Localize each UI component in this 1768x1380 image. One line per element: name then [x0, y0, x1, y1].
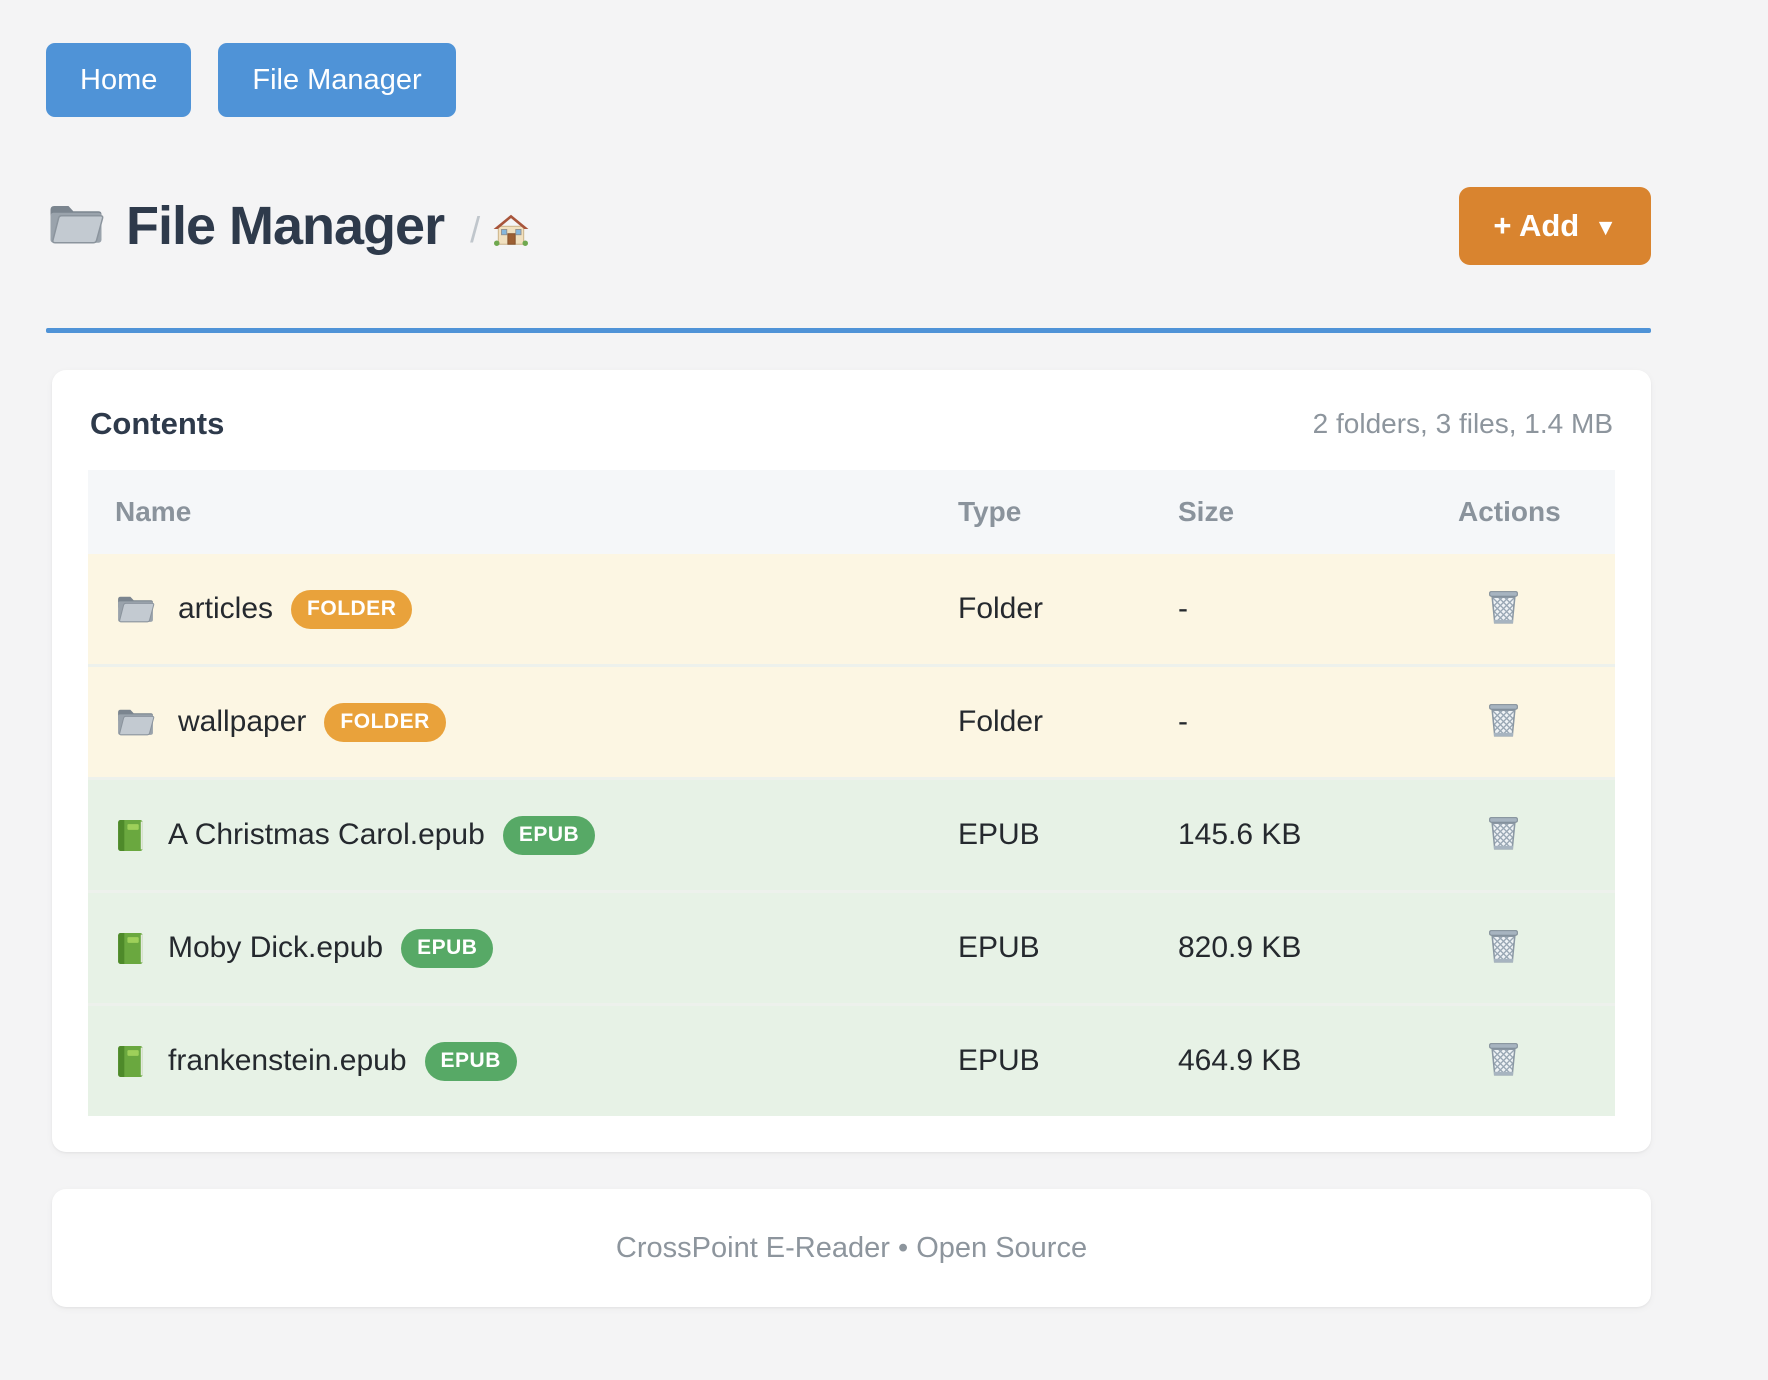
file-actions-cell: [1458, 584, 1615, 635]
book-icon: [115, 1044, 146, 1079]
file-name-cell: Moby Dick.epub EPUB: [88, 928, 958, 968]
file-table: Name Type Size Actions articles FOLDER F…: [88, 470, 1615, 1116]
file-name-link[interactable]: Moby Dick.epub: [168, 931, 384, 964]
file-type: EPUB: [958, 818, 1040, 851]
contents-title: Contents: [90, 406, 225, 441]
delete-button[interactable]: [1482, 1036, 1525, 1083]
file-size: -: [1178, 705, 1188, 738]
table-body: articles FOLDER Folder - wallpaper FOLDE…: [88, 554, 1615, 1116]
file-name-link[interactable]: frankenstein.epub: [168, 1044, 407, 1077]
nav-file-manager-button[interactable]: File Manager: [218, 43, 456, 117]
add-button[interactable]: + Add ▼: [1459, 187, 1651, 265]
table-row: articles FOLDER Folder -: [88, 554, 1615, 664]
file-size: 464.9 KB: [1178, 1044, 1302, 1077]
trash-icon: [1486, 841, 1521, 856]
caret-down-icon: ▼: [1594, 213, 1617, 240]
folder-icon: [115, 705, 156, 739]
file-type-badge: EPUB: [401, 928, 494, 968]
file-actions-cell: [1458, 923, 1615, 974]
contents-card-header: Contents 2 folders, 3 files, 1.4 MB: [88, 404, 1615, 442]
page-header: File Manager / + Add ▼: [46, 187, 1651, 265]
table-row: Moby Dick.epub EPUB EPUB 820.9 KB: [88, 890, 1615, 1003]
add-button-label: + Add: [1493, 208, 1580, 243]
column-header-size: Size: [1178, 496, 1235, 527]
home-icon[interactable]: [492, 212, 530, 248]
file-type: Folder: [958, 705, 1044, 738]
file-name-link[interactable]: articles: [178, 592, 274, 625]
page-title: File Manager: [126, 196, 445, 256]
contents-card: Contents 2 folders, 3 files, 1.4 MB Name…: [52, 370, 1651, 1152]
top-nav: Home File Manager: [46, 0, 1651, 117]
file-type: EPUB: [958, 1044, 1040, 1077]
column-header-actions: Actions: [1458, 496, 1561, 527]
file-type: EPUB: [958, 931, 1040, 964]
file-name-link[interactable]: wallpaper: [178, 705, 307, 738]
file-type-badge: EPUB: [424, 1041, 517, 1081]
file-name-link[interactable]: A Christmas Carol.epub: [168, 818, 485, 851]
trash-icon: [1486, 1067, 1521, 1082]
table-row: wallpaper FOLDER Folder -: [88, 664, 1615, 777]
header-divider: [46, 328, 1651, 333]
footer-text: CrossPoint E-Reader • Open Source: [615, 1231, 1088, 1264]
column-header-name: Name: [115, 496, 192, 527]
delete-button[interactable]: [1482, 923, 1525, 970]
trash-icon: [1486, 615, 1521, 630]
table-row: A Christmas Carol.epub EPUB EPUB 145.6 K…: [88, 777, 1615, 890]
column-header-type: Type: [958, 496, 1022, 527]
trash-icon: [1486, 728, 1521, 743]
file-type-badge: EPUB: [502, 815, 596, 855]
footer: CrossPoint E-Reader • Open Source: [52, 1189, 1651, 1307]
file-size: -: [1178, 592, 1188, 625]
folder-icon: [115, 592, 156, 626]
file-actions-cell: [1458, 697, 1615, 748]
book-icon: [115, 818, 146, 853]
table-header-row: Name Type Size Actions: [88, 470, 1615, 554]
page: Home File Manager File Manager / + Add ▼…: [46, 0, 1651, 1307]
file-type: Folder: [958, 592, 1044, 625]
title-wrap: File Manager /: [46, 195, 530, 257]
file-actions-cell: [1458, 810, 1615, 861]
file-actions-cell: [1458, 1036, 1615, 1087]
file-name-cell: frankenstein.epub EPUB: [88, 1041, 958, 1081]
delete-button[interactable]: [1482, 810, 1525, 857]
file-name-cell: articles FOLDER: [88, 589, 958, 629]
breadcrumb-separator: /: [470, 209, 481, 250]
file-type-badge: FOLDER: [291, 589, 413, 629]
file-type-badge: FOLDER: [324, 702, 446, 742]
delete-button[interactable]: [1482, 697, 1525, 744]
file-name-cell: A Christmas Carol.epub EPUB: [88, 815, 958, 855]
trash-icon: [1486, 954, 1521, 969]
book-icon: [115, 931, 146, 966]
nav-home-button[interactable]: Home: [46, 43, 192, 117]
file-size: 145.6 KB: [1178, 818, 1302, 851]
file-name-cell: wallpaper FOLDER: [88, 702, 958, 742]
file-size: 820.9 KB: [1178, 931, 1302, 964]
delete-button[interactable]: [1482, 584, 1525, 631]
folder-icon: [46, 199, 106, 254]
contents-summary: 2 folders, 3 files, 1.4 MB: [1312, 408, 1613, 439]
table-row: frankenstein.epub EPUB EPUB 464.9 KB: [88, 1003, 1615, 1116]
